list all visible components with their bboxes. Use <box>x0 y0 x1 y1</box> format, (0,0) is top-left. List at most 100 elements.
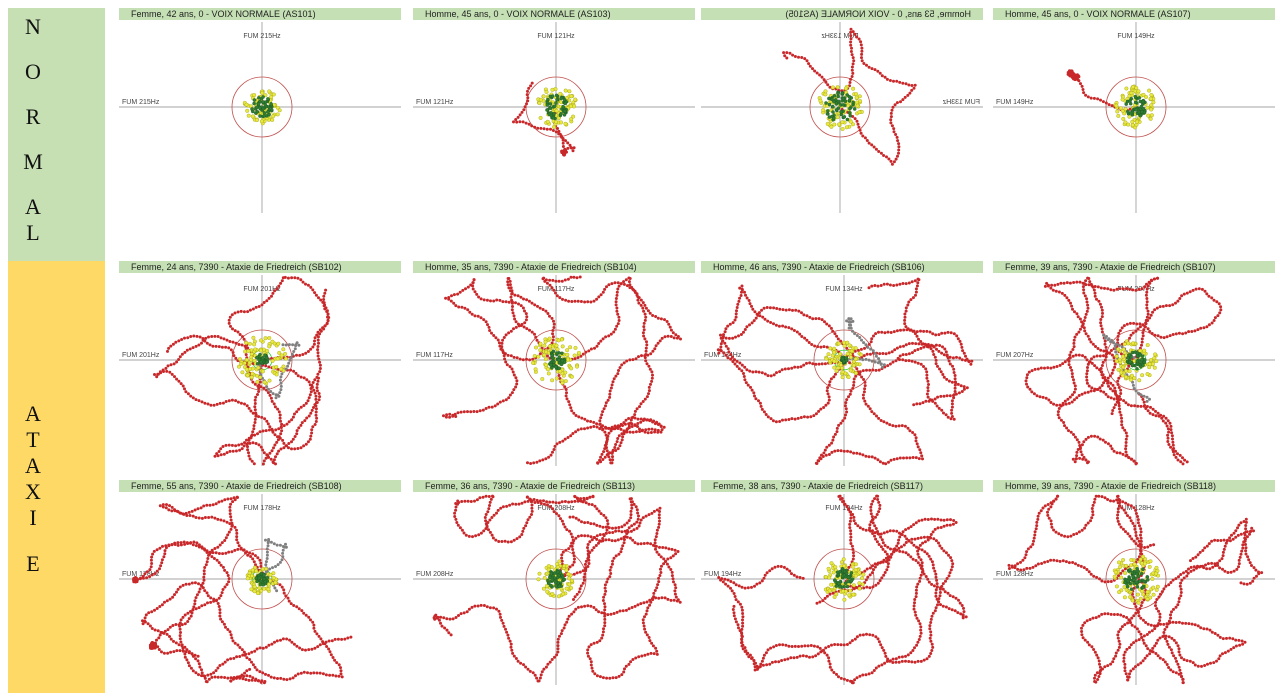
point-red <box>564 139 567 143</box>
point-green <box>562 113 567 117</box>
point-red <box>871 368 875 372</box>
point-red <box>1089 340 1093 344</box>
point-red <box>165 599 169 603</box>
reference-circle <box>813 329 875 391</box>
point-red <box>168 370 172 374</box>
point-red <box>1096 388 1100 391</box>
point-red <box>551 450 554 454</box>
point-red <box>806 415 810 419</box>
point-red <box>844 413 847 417</box>
point-red <box>195 541 199 545</box>
point-red <box>229 676 233 680</box>
point-green <box>842 115 847 119</box>
point-red <box>197 606 201 610</box>
point-red <box>636 511 640 515</box>
point-red <box>309 390 313 394</box>
point-red <box>950 405 954 409</box>
point-red <box>270 294 273 298</box>
point-red <box>219 336 223 340</box>
point-red <box>743 290 746 294</box>
point-red <box>555 442 559 446</box>
point-red <box>901 282 905 285</box>
point-red <box>1171 333 1175 336</box>
point-red <box>586 648 590 652</box>
point-red <box>1063 424 1066 428</box>
point-red <box>822 406 826 409</box>
point-red <box>202 578 206 582</box>
point-red <box>873 284 877 287</box>
point-red <box>262 301 266 304</box>
point-red <box>593 346 596 350</box>
point-red <box>185 658 189 662</box>
point-red <box>318 370 322 374</box>
point-red <box>586 543 590 546</box>
point-red <box>1072 281 1076 284</box>
point-red <box>507 636 511 640</box>
point-red <box>213 675 217 679</box>
point-red <box>218 611 222 615</box>
point-red <box>1132 321 1136 325</box>
point-red <box>904 309 908 313</box>
point-red <box>620 530 624 534</box>
point-red <box>1056 282 1060 286</box>
point-red <box>219 518 223 522</box>
point-red <box>316 335 320 339</box>
point-yellow <box>1150 361 1155 366</box>
point-red <box>858 128 862 132</box>
point-red <box>592 606 596 609</box>
point-red <box>814 362 818 366</box>
point-red <box>282 591 286 595</box>
point-red <box>645 340 648 344</box>
point-red <box>518 357 522 361</box>
point-red <box>607 538 611 542</box>
point-red <box>1145 405 1149 408</box>
point-red <box>526 96 530 100</box>
point-red <box>296 276 300 280</box>
point-red <box>858 370 862 374</box>
point-red <box>304 351 308 355</box>
point-red <box>192 334 196 338</box>
point-red <box>172 639 175 643</box>
point-red <box>604 589 608 593</box>
point-red <box>647 427 651 431</box>
point-red <box>552 448 556 451</box>
point-red <box>624 664 628 668</box>
point-red <box>848 392 852 396</box>
point-red <box>908 91 912 95</box>
point-red <box>535 460 539 464</box>
point-red <box>267 365 271 369</box>
point-red <box>167 346 171 350</box>
point-red <box>226 676 230 680</box>
point-red <box>1109 396 1113 400</box>
point-green <box>1128 111 1133 115</box>
point-red <box>876 284 880 288</box>
point-red <box>952 393 956 397</box>
point-red <box>1098 302 1102 306</box>
point-red <box>157 648 161 651</box>
point-red <box>514 325 518 329</box>
point-red <box>646 309 650 313</box>
point-red <box>1102 381 1106 385</box>
chart-panel: FUM 178Hz FUM 178Hz Femme, 55 ans, 7390 - … <box>119 480 401 685</box>
point-red <box>566 617 570 621</box>
point-red <box>1087 283 1091 287</box>
point-red <box>925 392 929 396</box>
point-green <box>255 105 259 109</box>
point-red <box>1052 365 1056 369</box>
point-red <box>947 359 951 363</box>
point-red <box>643 627 647 631</box>
point-yellow <box>1140 373 1145 378</box>
point-yellow <box>1137 378 1142 383</box>
point-red <box>488 329 492 332</box>
point-red <box>1103 342 1107 346</box>
point-red <box>775 307 779 310</box>
point-red <box>603 586 607 590</box>
point-red <box>592 299 596 303</box>
point-red <box>568 565 572 569</box>
point-red <box>910 88 914 92</box>
point-red <box>825 322 829 326</box>
point-red <box>219 563 223 567</box>
point-red <box>530 509 534 513</box>
band-ataxie-letter: E <box>26 551 40 576</box>
